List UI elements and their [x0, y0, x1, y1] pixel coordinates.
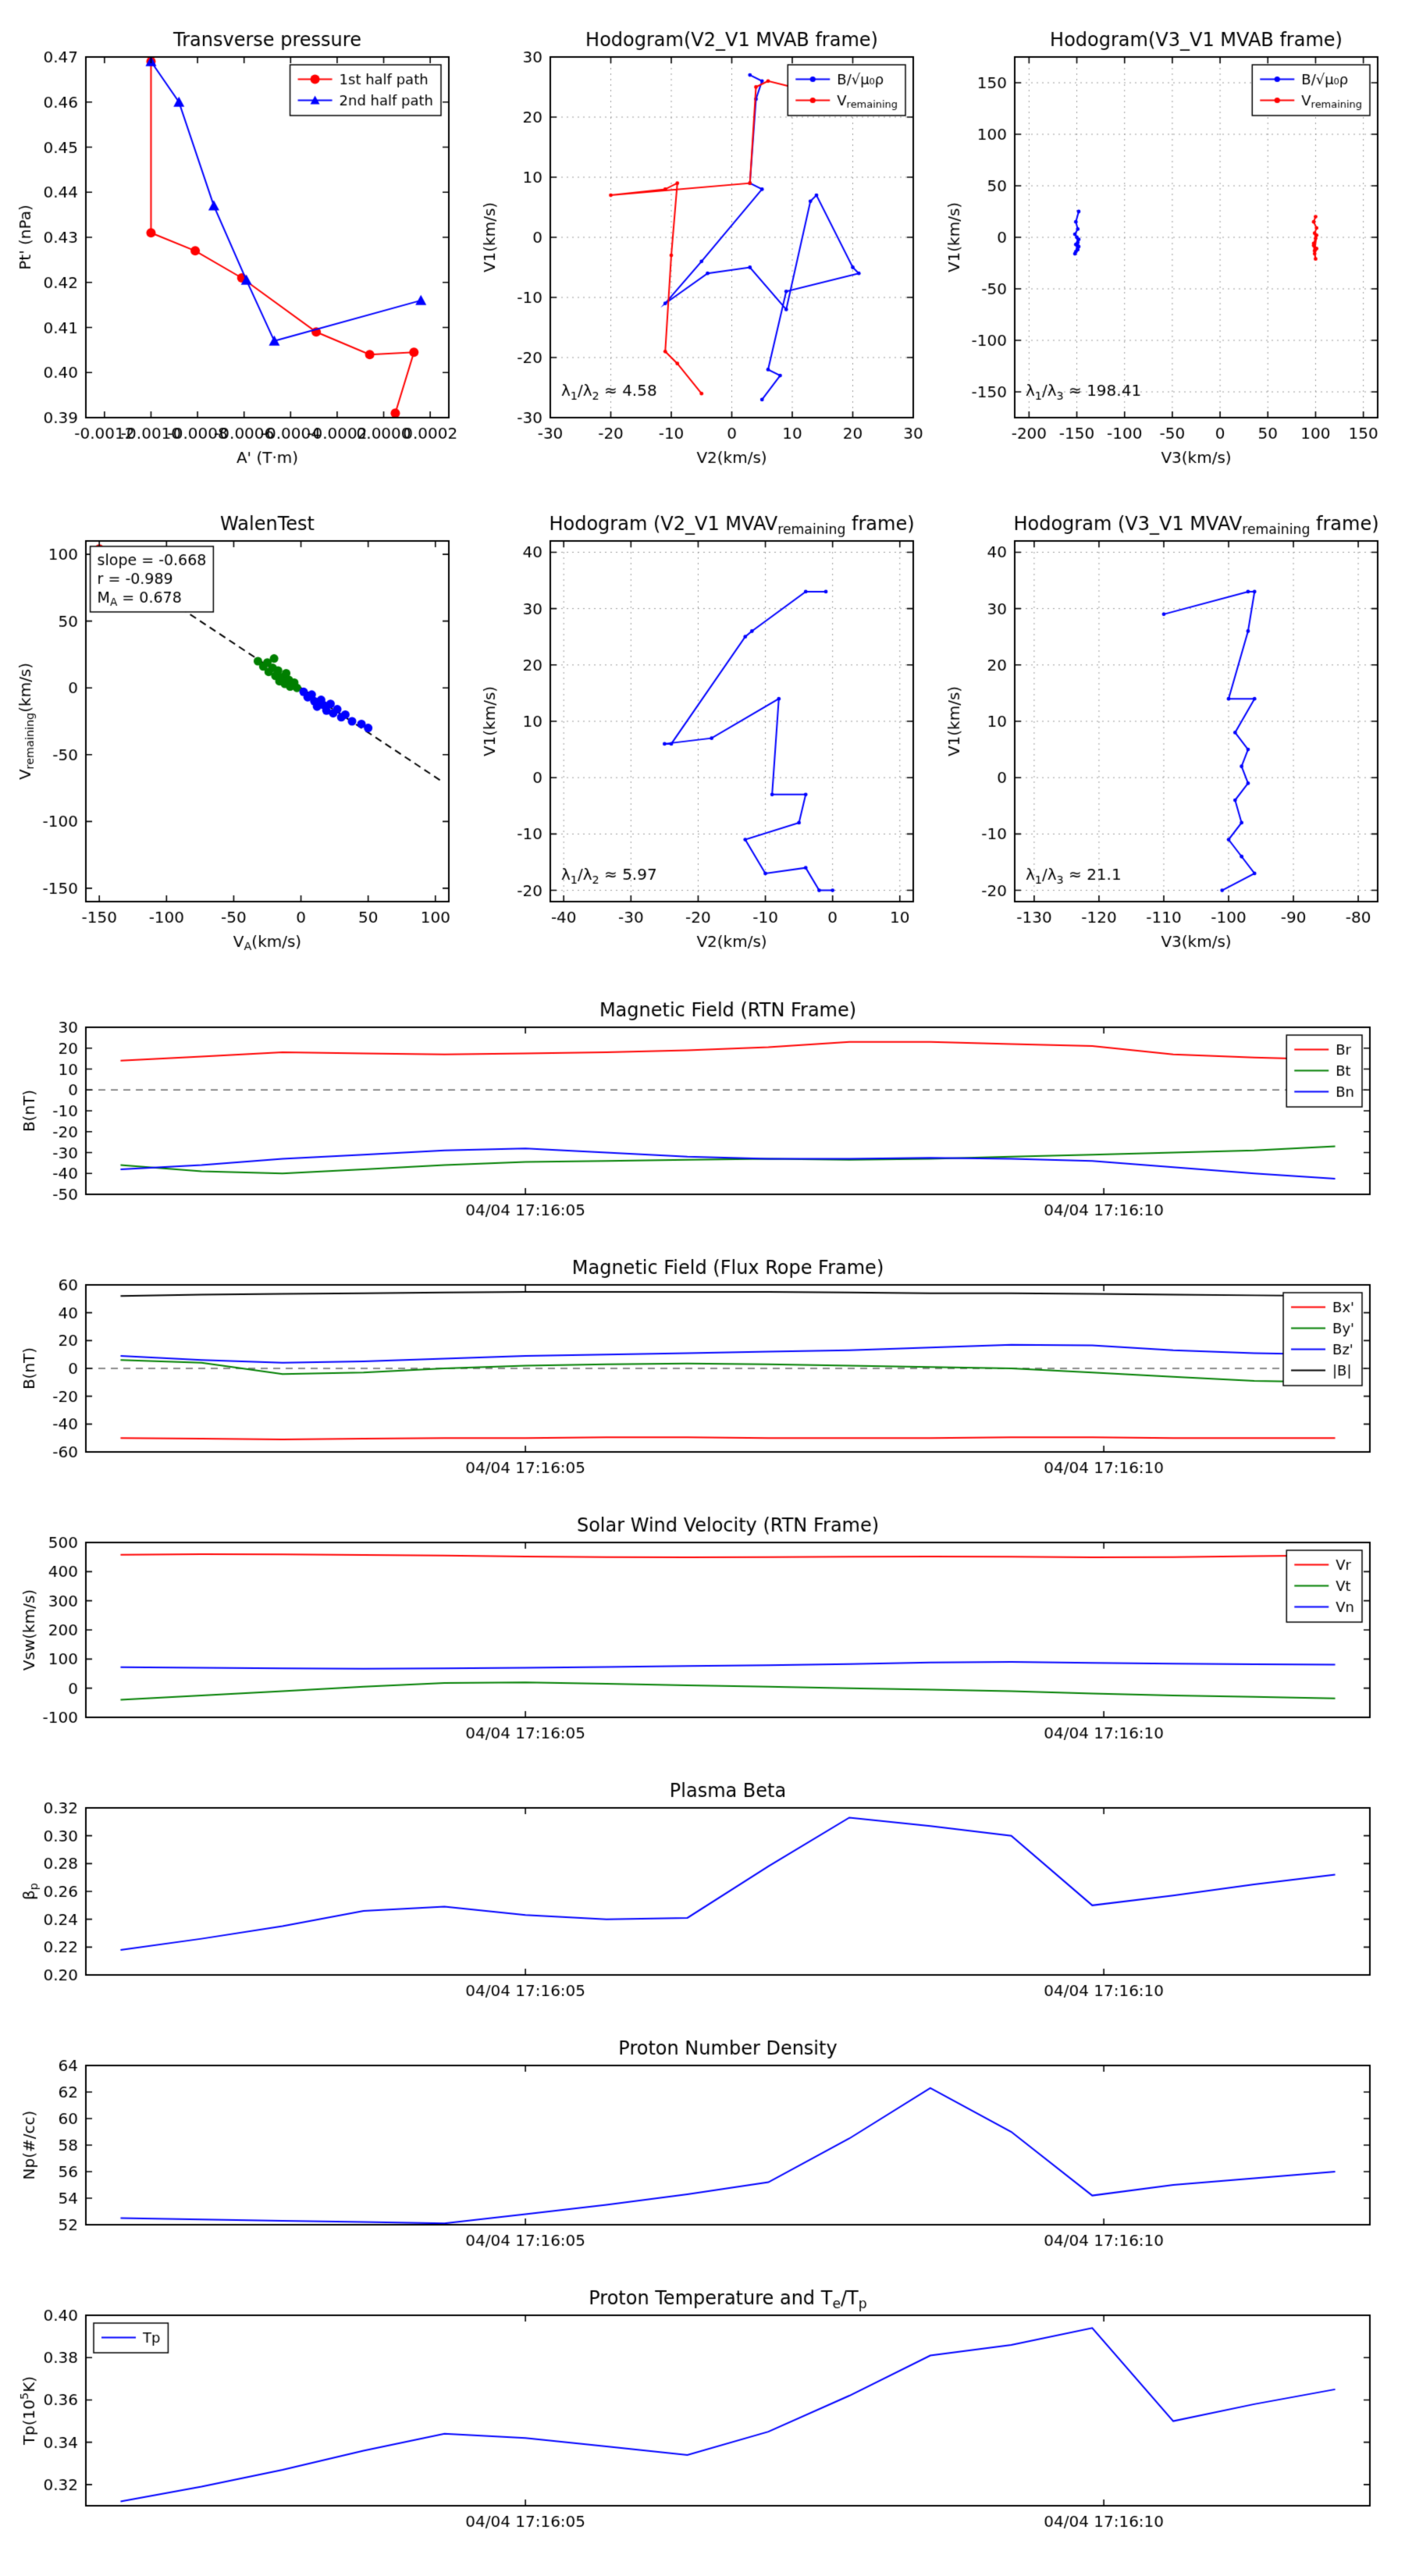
proton-temperature-chart: [16, 2279, 1389, 2537]
walen-test-chart: [12, 503, 464, 960]
hodogram-v3v1-mvav-chart: [941, 503, 1393, 960]
magnetic-field-rtn-chart: [16, 991, 1389, 1226]
hodogram-v2v1-mvav-chart: [476, 503, 929, 960]
hodogram-v2v1-mvab-chart: [476, 20, 929, 476]
transverse-pressure-chart: [12, 20, 464, 476]
hodogram-v3v1-mvab-chart: [941, 20, 1393, 476]
solar-wind-velocity-chart: [16, 1507, 1389, 1749]
magnetic-field-flux-rope-chart: [16, 1249, 1389, 1483]
proton-number-density-chart: [16, 2030, 1389, 2256]
plasma-beta-chart: [16, 1772, 1389, 2006]
